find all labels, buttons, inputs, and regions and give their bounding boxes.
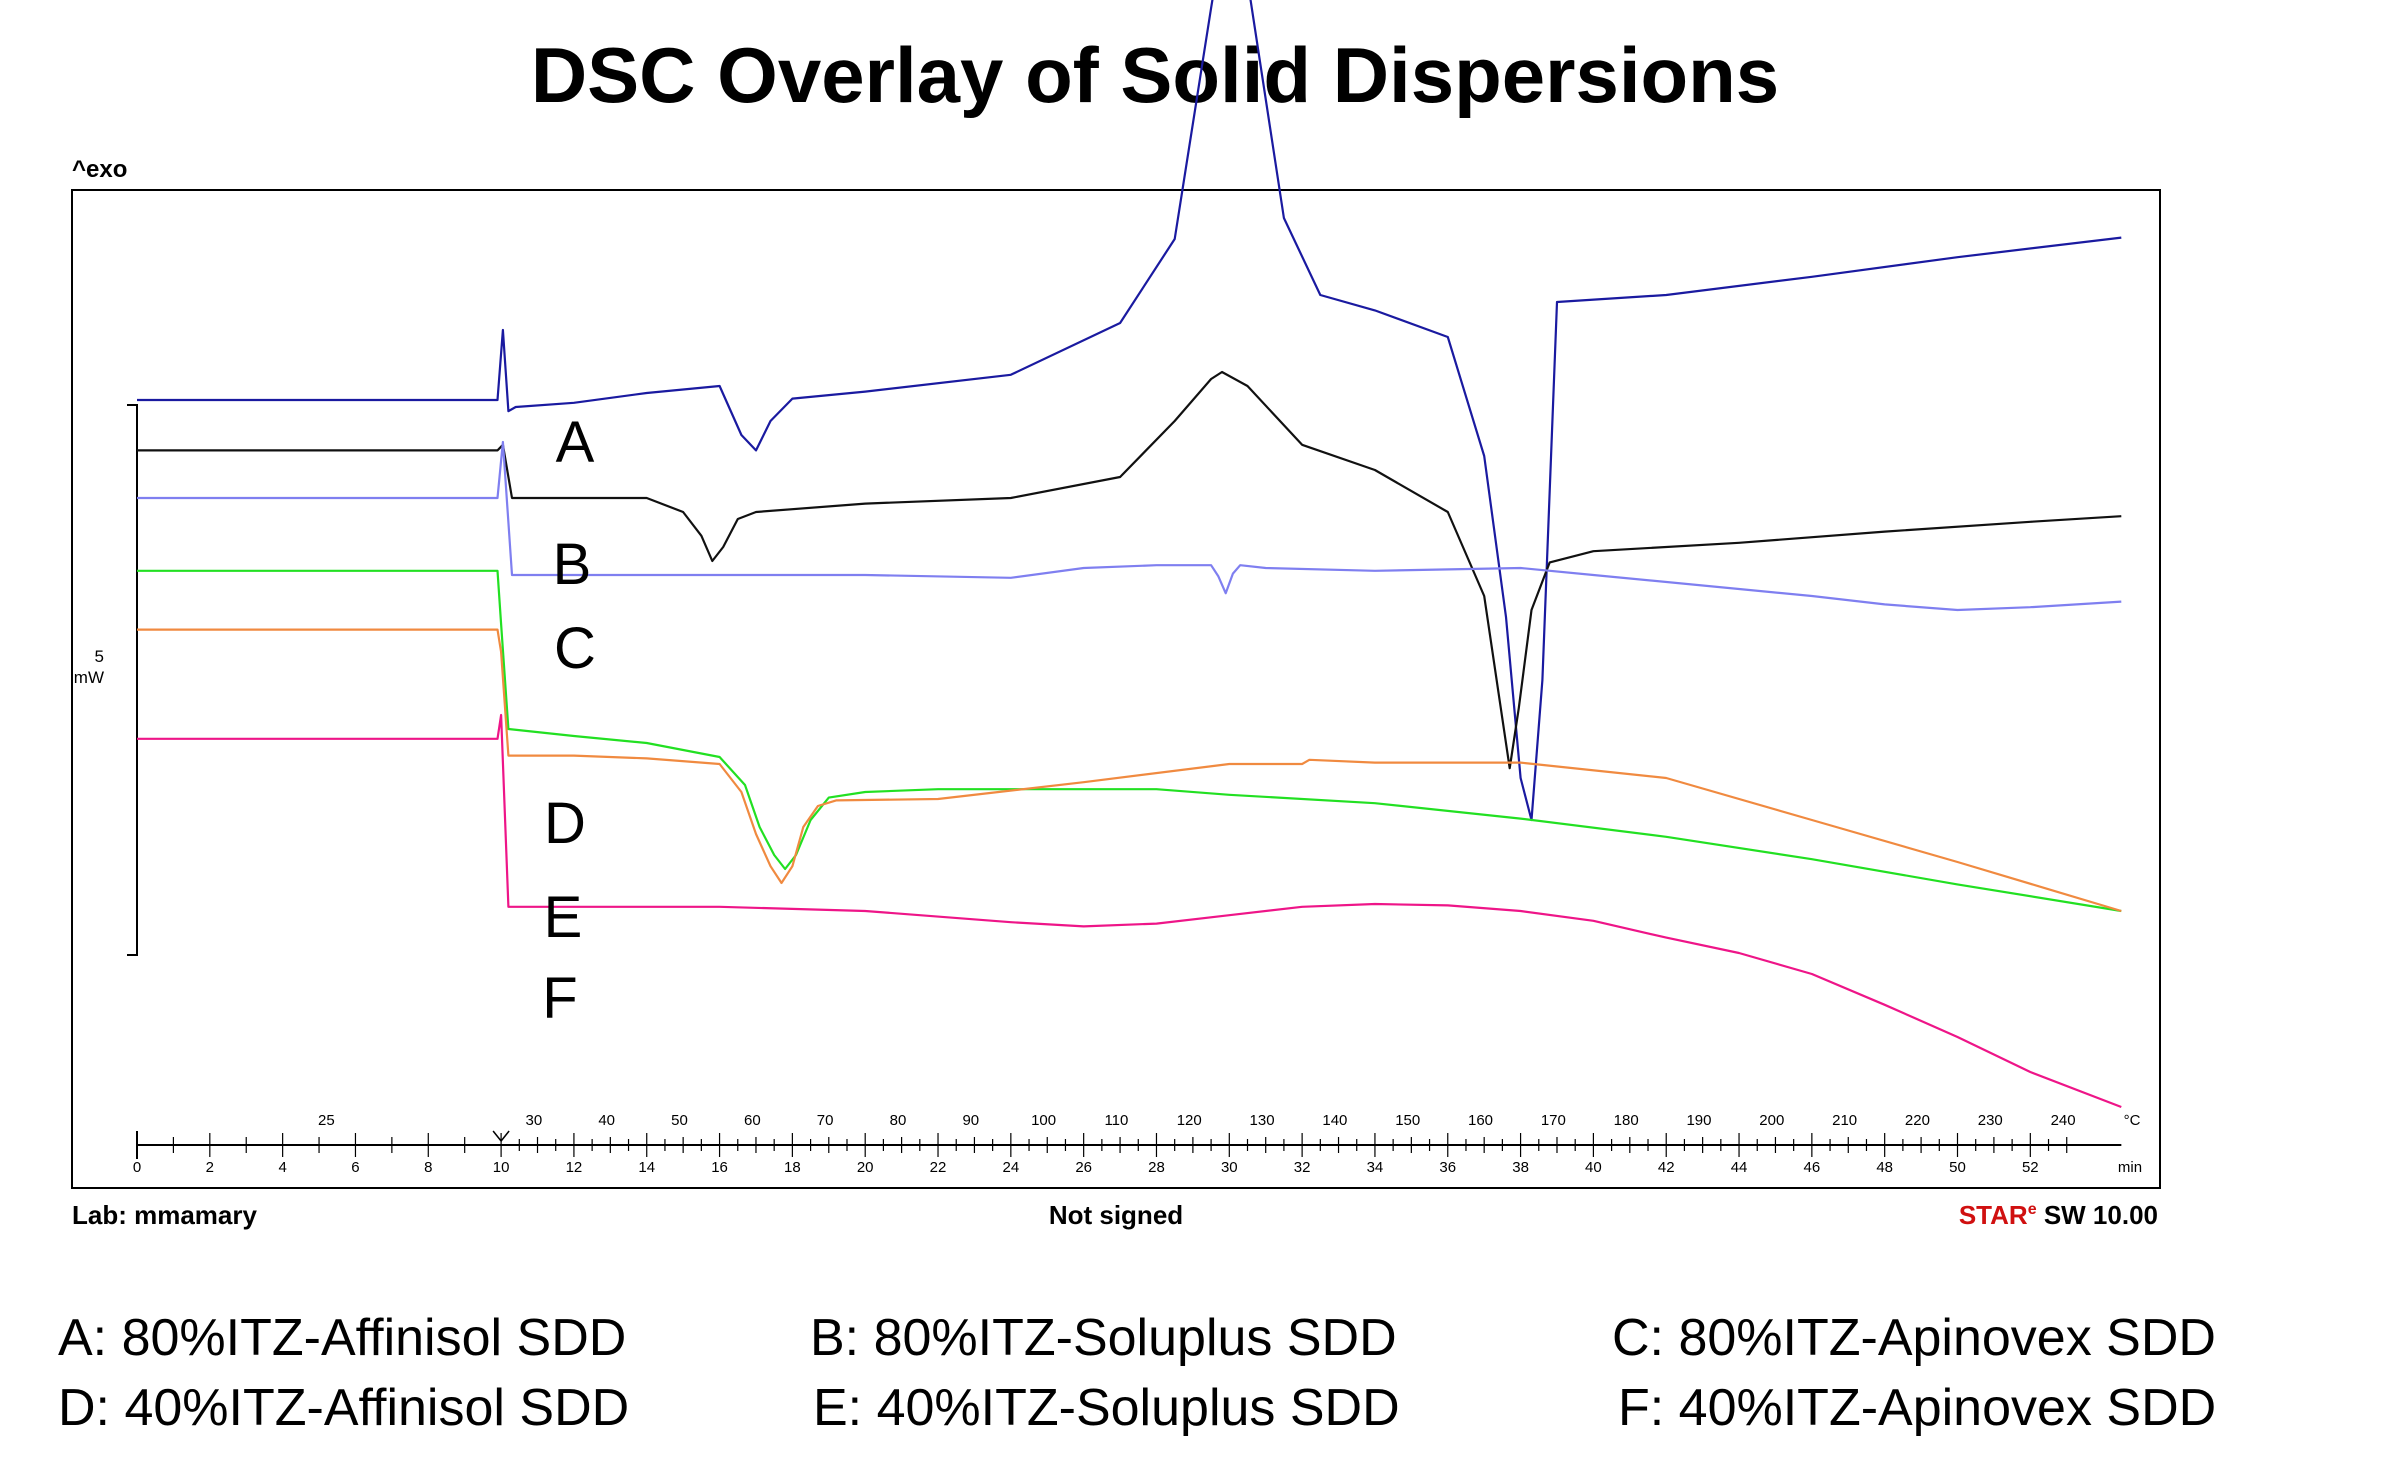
- time-tick-label: 26: [1075, 1159, 1092, 1176]
- legend-f: F: 40%ITZ-Apinovex SDD: [1618, 1379, 2217, 1437]
- series-line-a: [137, 0, 2122, 822]
- time-tick-label: 32: [1294, 1159, 1311, 1176]
- plot-border: [71, 189, 2161, 1189]
- legend-d: D: 40%ITZ-Affinisol SDD: [58, 1379, 630, 1437]
- temp-tick-label: 25: [318, 1112, 335, 1129]
- series-line-b: [137, 370, 2122, 770]
- temp-tick-label: 230: [1978, 1112, 2003, 1129]
- time-tick-label: 4: [278, 1159, 286, 1176]
- time-unit-label: min: [2118, 1159, 2142, 1176]
- time-tick-label: 18: [784, 1159, 801, 1176]
- series-label-b: B: [553, 532, 592, 597]
- temp-tick-label: 150: [1395, 1112, 1420, 1129]
- y-axis-label: ^exo: [72, 156, 127, 183]
- scale-bar-bracket: [127, 404, 138, 956]
- series-label-a: A: [556, 410, 595, 475]
- time-tick-label: 30: [1221, 1159, 1238, 1176]
- time-tick-label: 20: [857, 1159, 874, 1176]
- temp-tick-label: 80: [890, 1112, 907, 1129]
- scale-bar-unit: mW: [74, 668, 104, 687]
- temp-tick-label: 140: [1322, 1112, 1347, 1129]
- time-tick-label: 40: [1585, 1159, 1602, 1176]
- temp-tick-label: 210: [1832, 1112, 1857, 1129]
- temp-tick-label: 40: [598, 1112, 615, 1129]
- time-tick-label: 52: [2022, 1159, 2039, 1176]
- temp-tick-label: 180: [1614, 1112, 1639, 1129]
- temp-tick-label: 160: [1468, 1112, 1493, 1129]
- time-tick-label: 16: [711, 1159, 728, 1176]
- time-tick-label: 36: [1439, 1159, 1456, 1176]
- temp-tick-label: 200: [1759, 1112, 1784, 1129]
- time-tick-label: 48: [1876, 1159, 1893, 1176]
- series-group: [137, 0, 2122, 1109]
- temp-tick-label: 170: [1541, 1112, 1566, 1129]
- legend-e: E: 40%ITZ-Soluplus SDD: [813, 1379, 1400, 1437]
- temp-tick-label: 120: [1177, 1112, 1202, 1129]
- series-label-f: F: [542, 966, 577, 1031]
- temp-tick-label: 60: [744, 1112, 761, 1129]
- time-tick-label: 42: [1658, 1159, 1675, 1176]
- time-tick-label: 50: [1949, 1159, 1966, 1176]
- series-label-e: E: [544, 885, 583, 950]
- time-tick-label: 34: [1367, 1159, 1384, 1176]
- time-tick-label: 8: [424, 1159, 432, 1176]
- time-tick-label: 10: [493, 1159, 510, 1176]
- temp-tick-label: 50: [671, 1112, 688, 1129]
- temp-tick-label: 110: [1104, 1112, 1128, 1129]
- temp-unit-label: °C: [2124, 1112, 2141, 1129]
- temp-tick-label: 70: [817, 1112, 834, 1129]
- time-tick-label: 0: [133, 1159, 141, 1176]
- time-tick-label: 28: [1148, 1159, 1165, 1176]
- plot-frame: [71, 189, 2161, 1189]
- time-tick-label: 2: [206, 1159, 214, 1176]
- series-label-d: D: [544, 791, 586, 856]
- chart-annotations: ^exo Lab: mmamary Not signed STARe SW 10.00: [72, 156, 2158, 1230]
- time-tick-label: 38: [1512, 1159, 1529, 1176]
- temp-tick-label: 30: [526, 1112, 543, 1129]
- temp-tick-label: 130: [1250, 1112, 1275, 1129]
- series-label-c: C: [554, 616, 596, 681]
- time-tick-label: 22: [930, 1159, 947, 1176]
- temp-tick-label: 90: [962, 1112, 979, 1129]
- time-tick-label: 44: [1731, 1159, 1748, 1176]
- series-line-c: [137, 440, 2122, 612]
- temp-tick-label: 100: [1031, 1112, 1056, 1129]
- time-tick-label: 6: [351, 1159, 359, 1176]
- temp-tick-label: 190: [1686, 1112, 1711, 1129]
- footer-software: STARe SW 10.00: [1959, 1200, 2158, 1230]
- chart-title: DSC Overlay of Solid Dispersions: [530, 31, 1780, 119]
- time-temperature-axis: 0 2 4 6 8 10 12 14 16 18 20 22 24 26 28 30 32 34 36 38 40 42 4…: [133, 1112, 2142, 1176]
- time-tick-label: 12: [566, 1159, 583, 1176]
- series-line-e: [137, 628, 2122, 913]
- series-labels: ABC DEF: [542, 410, 596, 1031]
- legend-b: B: 80%ITZ-Soluplus SDD: [810, 1309, 1397, 1367]
- legend-c: C: 80%ITZ-Apinovex SDD: [1612, 1309, 2216, 1367]
- time-tick-label: 24: [1002, 1159, 1019, 1176]
- series-line-f: [137, 713, 2122, 1109]
- time-tick-label: 46: [1804, 1159, 1821, 1176]
- temp-tick-label: 220: [1905, 1112, 1930, 1129]
- footer-signature: Not signed: [1049, 1200, 1183, 1230]
- temp-tick-label: 240: [2051, 1112, 2076, 1129]
- legend-a: A: 80%ITZ-Affinisol SDD: [58, 1309, 627, 1367]
- time-tick-label: 14: [638, 1159, 655, 1176]
- series-line-d: [137, 569, 2122, 913]
- scale-bar: 5 mW: [74, 404, 138, 956]
- scale-bar-value: 5: [95, 647, 104, 666]
- footer-lab: Lab: mmamary: [72, 1200, 257, 1230]
